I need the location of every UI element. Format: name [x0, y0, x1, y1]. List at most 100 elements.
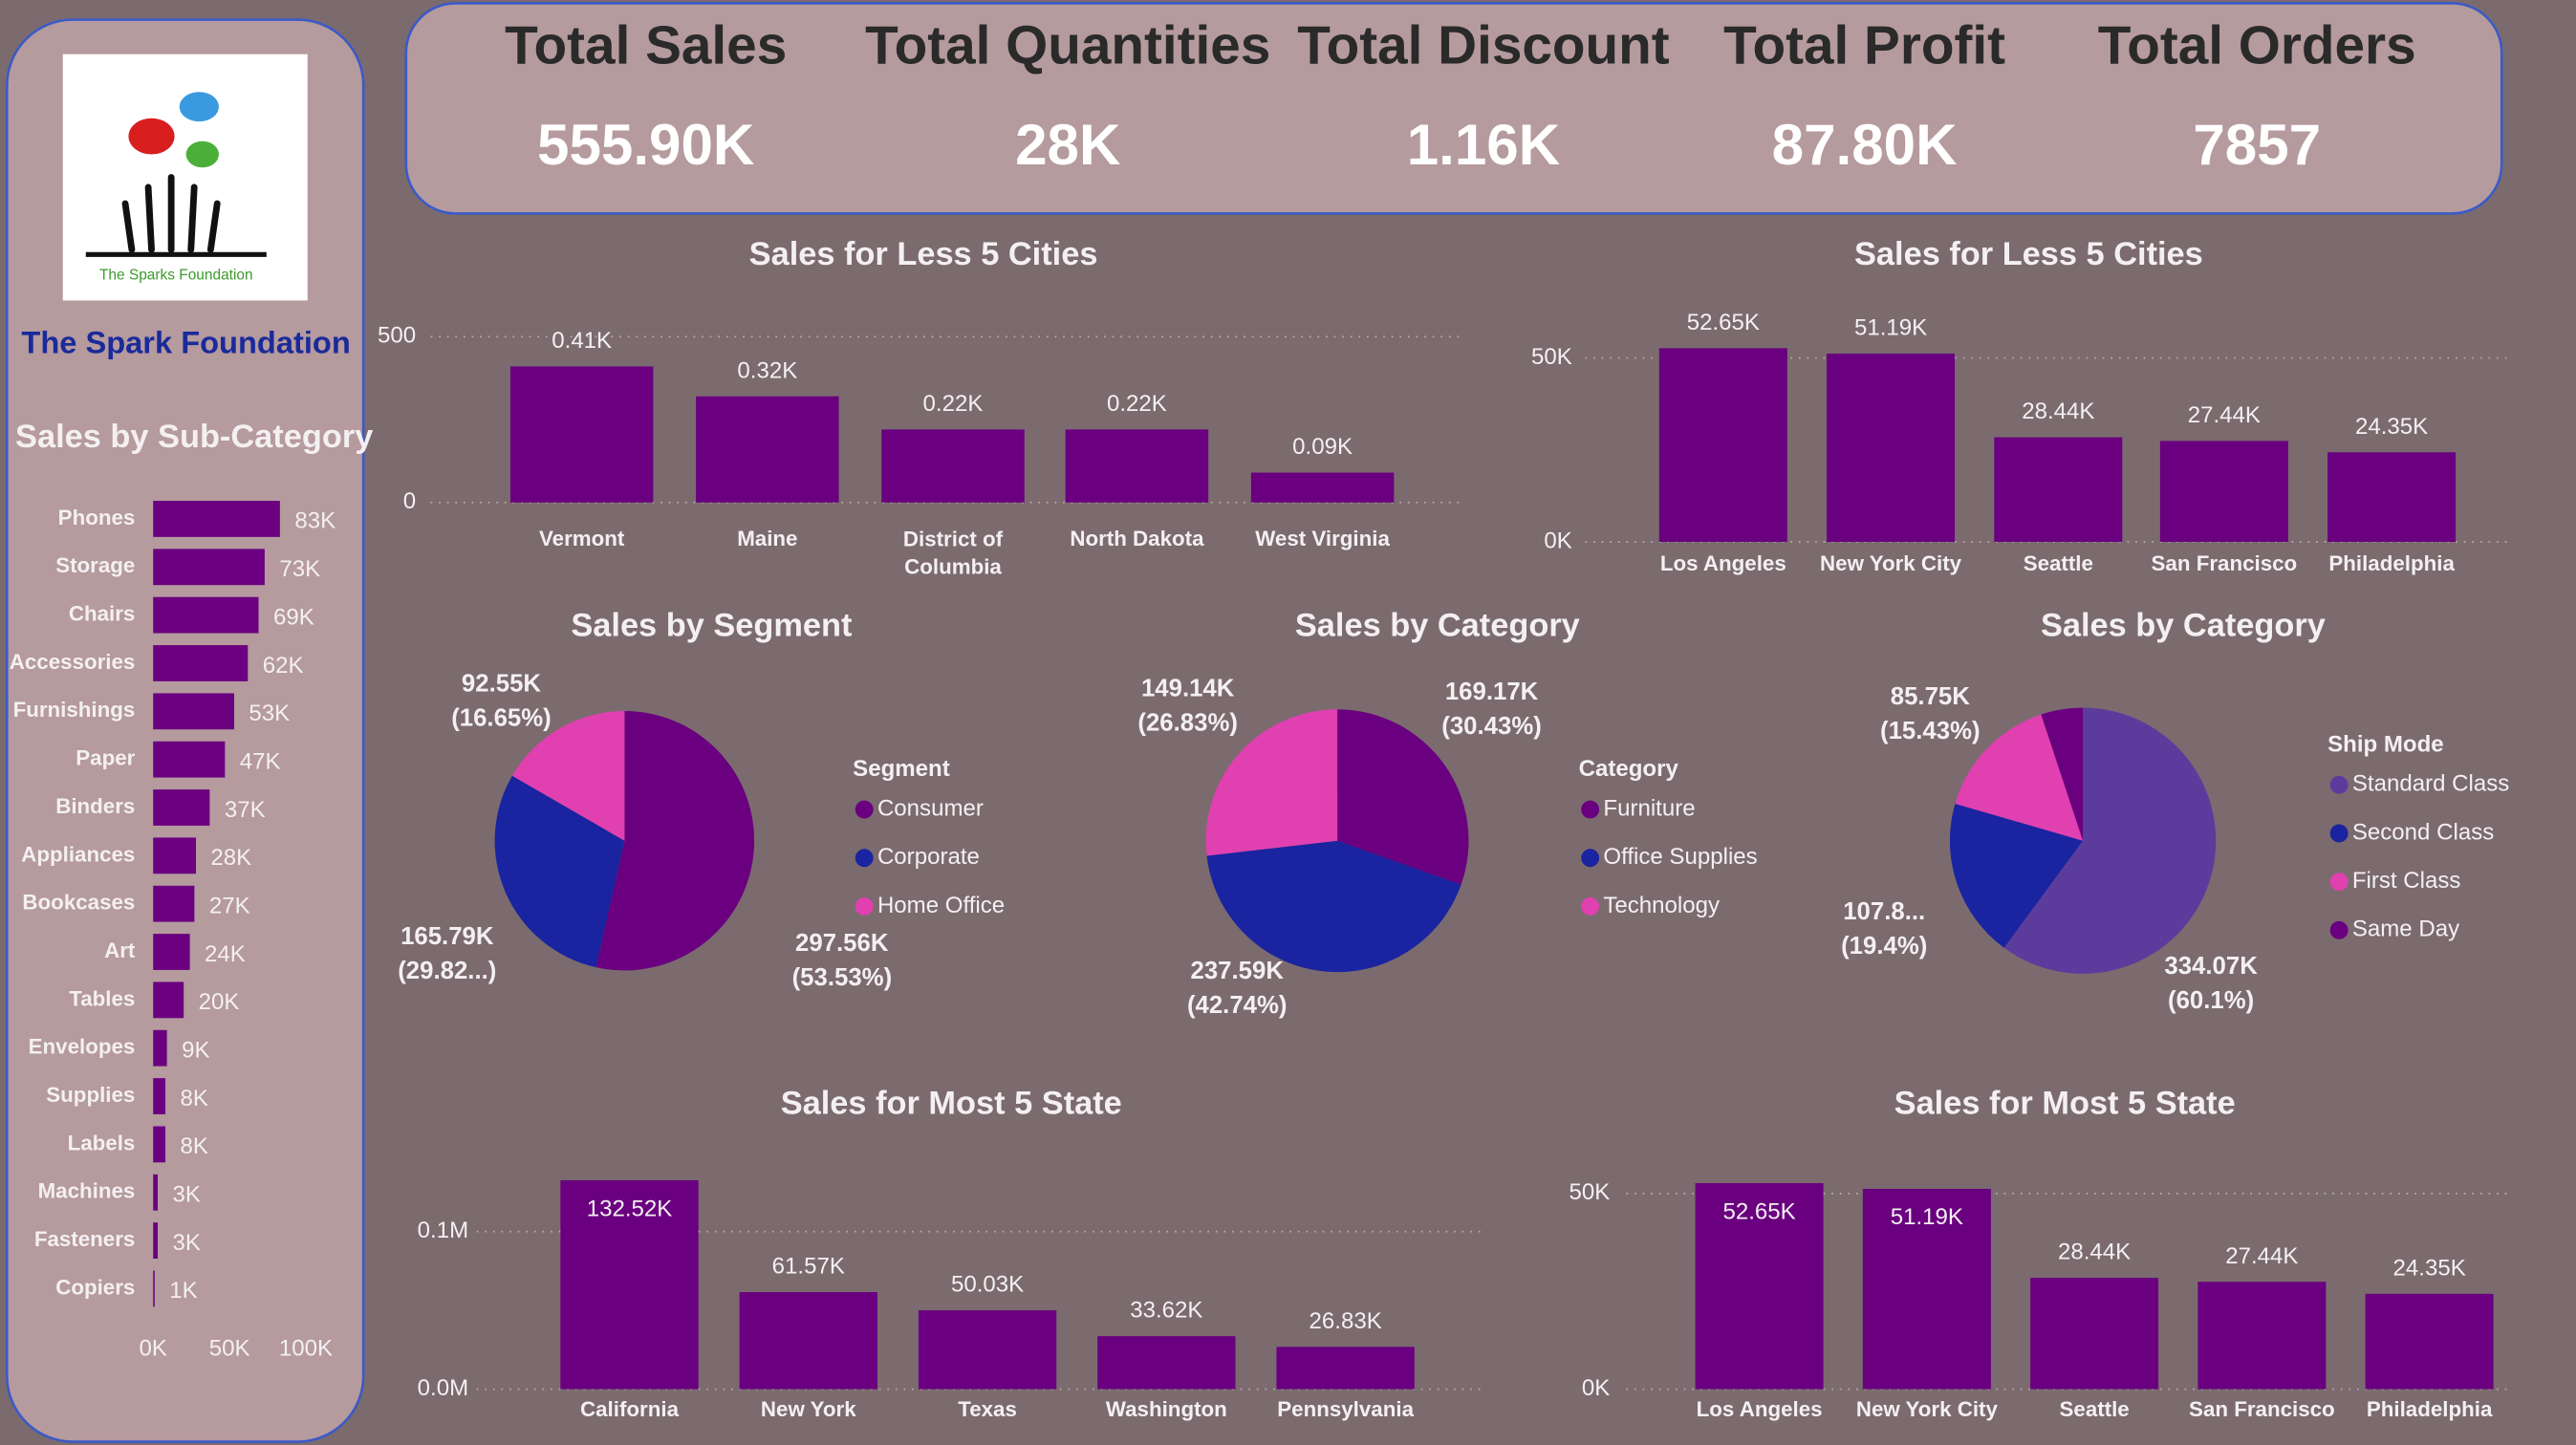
legend-item: Technology: [1603, 893, 1720, 918]
data-label: 8K: [180, 1086, 207, 1111]
data-label: 0.41K: [552, 328, 612, 354]
chart-title: Sales for Most 5 State: [1894, 1085, 2236, 1121]
y-tick-label: Phones: [58, 506, 136, 529]
data-label: 26.83K: [1310, 1308, 1382, 1334]
data-label: (19.4%): [1841, 933, 1927, 960]
y-tick-label: 50K: [1569, 1179, 1610, 1205]
y-tick-label: Machines: [38, 1179, 136, 1203]
data-label: 52.65K: [1723, 1198, 1796, 1224]
x-tick-label: North Dakota: [1070, 527, 1204, 550]
chart-title: Sales by Segment: [571, 607, 853, 643]
data-label: 92.55K: [462, 670, 541, 697]
data-label: 28.44K: [2022, 399, 2094, 424]
legend-item: First Class: [2352, 868, 2461, 894]
legend-item: Consumer: [877, 795, 984, 821]
data-label: (30.43%): [1441, 713, 1542, 740]
bar: [881, 429, 1025, 503]
x-tick-label: New York: [761, 1397, 856, 1421]
x-tick-label: New York City: [1856, 1397, 1999, 1421]
data-label: 9K: [182, 1038, 209, 1064]
legend-item: Second Class: [2352, 819, 2494, 845]
bar: [1695, 1182, 1824, 1390]
y-tick-label: Labels: [68, 1131, 136, 1154]
data-label: 51.19K: [1854, 315, 1927, 341]
bar: [153, 741, 226, 778]
legend-item: Furniture: [1603, 795, 1695, 821]
legend-item: Same Day: [2352, 917, 2459, 942]
legend-swatch: [855, 849, 874, 868]
legend-swatch: [2329, 873, 2349, 892]
x-tick-label: Seattle: [2060, 1397, 2130, 1421]
legend-swatch: [2329, 824, 2349, 843]
logo-text: The Sparks Foundation: [99, 268, 253, 284]
data-label: 149.14K: [1141, 675, 1235, 701]
y-tick-label: Envelopes: [29, 1035, 136, 1059]
bar: [1276, 1347, 1415, 1390]
kpi-label: Total Quantities: [865, 16, 1270, 76]
bar: [153, 549, 265, 586]
kpi-label: Total Profit: [1723, 16, 2005, 76]
pie-slice: [1955, 714, 2084, 841]
x-tick-label: Texas: [958, 1397, 1017, 1421]
bar: [2197, 1282, 2327, 1390]
legend-item: Home Office: [877, 893, 1005, 918]
x-tick-label: San Francisco: [2152, 551, 2298, 575]
data-label: 3K: [172, 1230, 200, 1256]
chart-title: Sales by Sub-Category: [15, 419, 373, 455]
chart-title: Sales for Less 5 Cities: [749, 236, 1098, 272]
legend-swatch: [855, 800, 874, 819]
data-label: 24K: [205, 941, 246, 967]
legend-title: Category: [1579, 756, 1679, 782]
x-tick-label: California: [580, 1397, 680, 1421]
data-label: 297.56K: [795, 930, 889, 957]
logo-bubble: [179, 92, 219, 122]
data-label: 50.03K: [951, 1272, 1024, 1298]
bar: [1827, 353, 1956, 542]
logo-bubble: [185, 140, 219, 168]
bar: [560, 1179, 699, 1390]
x-tick-label: 100K: [279, 1336, 333, 1362]
bar: [1065, 429, 1209, 503]
x-tick-label: Philadelphia: [2328, 551, 2455, 575]
data-label: 8K: [180, 1133, 207, 1159]
bar: [153, 1126, 166, 1163]
kpi-value: 28K: [1015, 113, 1120, 177]
data-label: (26.83%): [1137, 710, 1238, 737]
data-label: (42.74%): [1187, 992, 1288, 1019]
pie-slice: [511, 710, 625, 841]
data-label: 0.22K: [1107, 391, 1167, 417]
data-label: 61.57K: [772, 1254, 845, 1280]
x-tick-label: Philadelphia: [2367, 1397, 2493, 1421]
bar: [153, 934, 190, 970]
bar: [1250, 472, 1395, 503]
bar: [153, 645, 249, 681]
bar: [153, 789, 210, 826]
data-label: (15.43%): [1880, 718, 1981, 744]
y-tick-label: 0K: [1544, 528, 1571, 553]
data-label: 69K: [273, 604, 314, 630]
data-label: 165.79K: [400, 923, 494, 950]
data-label: 169.17K: [1445, 679, 1539, 705]
bar: [153, 596, 259, 634]
bar: [153, 1174, 159, 1211]
data-label: 73K: [279, 556, 320, 582]
legend-swatch: [1581, 849, 1600, 868]
bar: [509, 366, 654, 503]
bar: [1862, 1188, 1991, 1390]
bar: [153, 1078, 166, 1114]
kpi-label: Total Orders: [2098, 16, 2416, 76]
data-label: 51.19K: [1891, 1204, 1963, 1230]
y-tick-label: Chairs: [69, 602, 136, 626]
data-label: 33.62K: [1130, 1298, 1202, 1324]
x-tick-label: West Virginia: [1255, 527, 1390, 550]
pie-slice: [1206, 840, 1461, 973]
y-tick-label: 0K: [1582, 1375, 1610, 1401]
data-label: 0.32K: [737, 357, 797, 383]
legend-item: Standard Class: [2352, 771, 2509, 797]
y-tick-label: Binders: [55, 794, 135, 818]
bar: [696, 396, 839, 503]
data-label: 27K: [209, 893, 250, 918]
bar: [153, 885, 195, 922]
y-tick-label: 0.1M: [418, 1218, 468, 1243]
